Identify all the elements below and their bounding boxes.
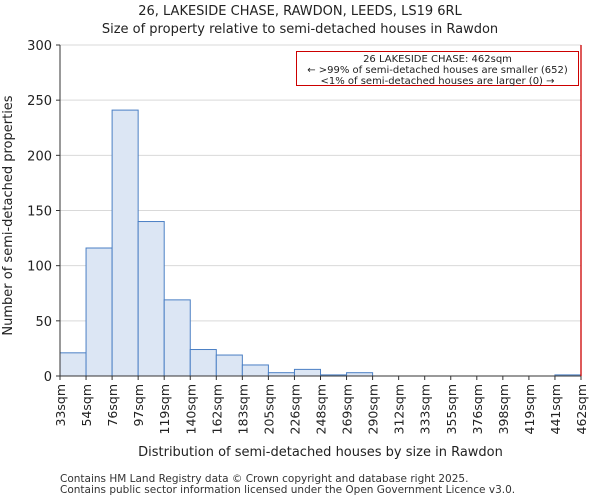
x-tick-label-8: 205sqm xyxy=(261,384,276,434)
y-axis-label: Number of semi-detached properties xyxy=(1,95,16,335)
bar-6 xyxy=(215,354,243,377)
x-tick-label-3: 97sqm xyxy=(131,384,146,427)
y-tick-label-0: 0 xyxy=(44,370,52,385)
bar-1 xyxy=(85,247,113,377)
x-tick-label-16: 376sqm xyxy=(470,384,485,434)
annotation-box: 26 LAKESIDE CHASE: 462sqm ← >99% of semi… xyxy=(296,51,579,87)
x-tick-label-1: 54sqm xyxy=(79,384,94,427)
bar-3 xyxy=(137,221,165,377)
bar-0 xyxy=(59,352,87,377)
x-tick-label-9: 226sqm xyxy=(287,384,302,434)
bar-2 xyxy=(111,109,139,377)
x-tick-label-14: 333sqm xyxy=(418,384,433,434)
x-tick-label-20: 462sqm xyxy=(574,384,589,434)
y-tick-label-4: 200 xyxy=(27,149,52,164)
chart-title-line2: Size of property relative to semi-detach… xyxy=(101,22,499,37)
bar-4 xyxy=(163,299,191,377)
y-tick-label-1: 50 xyxy=(35,315,52,330)
x-tick-label-19: 441sqm xyxy=(548,384,563,434)
x-axis-label: Distribution of semi-detached houses by … xyxy=(138,445,503,460)
annotation-line2: ← >99% of semi-detached houses are small… xyxy=(307,65,568,76)
bar-9 xyxy=(293,368,322,377)
x-tick-label-10: 248sqm xyxy=(314,384,329,434)
y-tick-label-6: 300 xyxy=(27,39,52,54)
y-tick-label-2: 100 xyxy=(27,260,52,275)
x-tick-label-6: 162sqm xyxy=(209,384,224,434)
x-tick-label-7: 183sqm xyxy=(235,384,250,434)
x-tick-label-12: 290sqm xyxy=(366,384,381,434)
x-tick-label-2: 76sqm xyxy=(105,384,120,427)
y-tick-label-5: 250 xyxy=(27,94,52,109)
x-tick-label-5: 140sqm xyxy=(183,384,198,434)
annotation-line1: 26 LAKESIDE CHASE: 462sqm xyxy=(363,54,512,65)
x-tick-label-15: 355sqm xyxy=(444,384,459,434)
bar-7 xyxy=(241,364,269,377)
y-tick-label-3: 150 xyxy=(27,205,52,220)
x-tick-label-11: 269sqm xyxy=(340,384,355,434)
x-tick-label-17: 398sqm xyxy=(496,384,511,434)
footer-line1: Contains HM Land Registry data © Crown c… xyxy=(60,473,469,485)
x-tick-label-13: 312sqm xyxy=(392,384,407,434)
x-tick-label-4: 119sqm xyxy=(157,384,172,434)
annotation-line3: <1% of semi-detached houses are larger (… xyxy=(320,76,555,87)
x-tick-label-0: 33sqm xyxy=(53,384,68,427)
chart-title-line1: 26, LAKESIDE CHASE, RAWDON, LEEDS, LS19 … xyxy=(138,4,462,19)
bar-5 xyxy=(189,349,217,377)
x-tick-label-18: 419sqm xyxy=(522,384,537,434)
footer-line2: Contains public sector information licen… xyxy=(60,484,516,496)
